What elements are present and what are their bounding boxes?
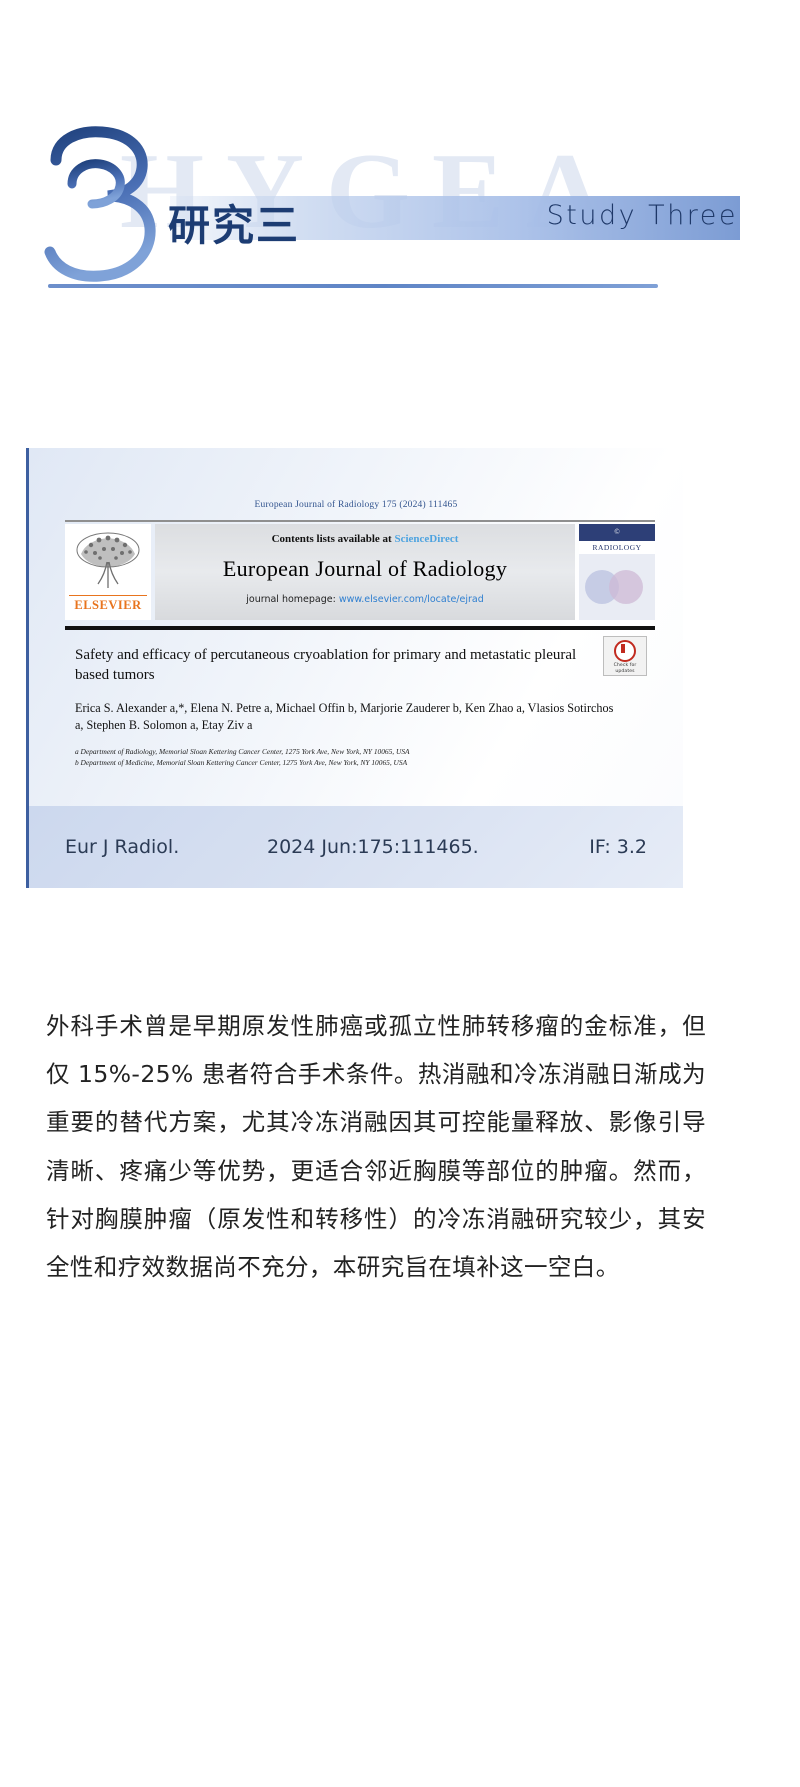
- contents-lists-line: Contents lists available at ScienceDirec…: [155, 533, 575, 545]
- section-number-3-graphic: [38, 126, 168, 286]
- cover-circle-right: [609, 570, 643, 604]
- paper-first-page: European Journal of Radiology 175 (2024)…: [29, 448, 683, 806]
- cover-title-band: RADIOLOGY: [579, 541, 655, 554]
- updates-badge-label: Check for updates: [613, 663, 637, 674]
- cover-artwork: [579, 554, 655, 620]
- citation-footer-bar: Eur J Radiol. 2024 Jun:175:111465. IF: 3…: [29, 806, 683, 888]
- masthead-bottom-rule: [65, 626, 655, 630]
- citation-issue: 2024 Jun:175:111465.: [267, 836, 479, 858]
- journal-title: European Journal of Radiology: [222, 556, 508, 581]
- journal-homepage-line: journal homepage: www.elsevier.com/locat…: [155, 594, 575, 605]
- article-authors: Erica S. Alexander a,*, Elena N. Petre a…: [75, 701, 614, 733]
- updates-marker-icon: [614, 640, 636, 662]
- homepage-url-link[interactable]: www.elsevier.com/locate/ejrad: [338, 594, 484, 605]
- masthead-center: Contents lists available at ScienceDirec…: [155, 524, 575, 620]
- article-title: Safety and efficacy of percutaneous cryo…: [75, 647, 577, 683]
- check-for-updates-badge[interactable]: Check for updates: [603, 636, 647, 676]
- affiliation-b: b Department of Medicine, Memorial Sloan…: [75, 758, 408, 768]
- page-title-cn: 研究三: [168, 201, 301, 250]
- journal-cover-thumbnail: © RADIOLOGY: [579, 524, 655, 620]
- citation-journal-abbrev: Eur J Radiol.: [65, 836, 180, 858]
- homepage-prefix: journal homepage:: [246, 594, 339, 605]
- elsevier-wordmark: ELSEVIER: [74, 598, 142, 612]
- journal-running-head: European Journal of Radiology 175 (2024)…: [254, 500, 458, 510]
- header-divider-rule: [48, 284, 658, 288]
- page-title-en: Study Three: [546, 200, 738, 231]
- paper-screenshot-card: European Journal of Radiology 175 (2024)…: [26, 448, 683, 888]
- summary-paragraph: 外科手术曾是早期原发性肺癌或孤立性肺转移瘤的金标准，但仅 15%-25% 患者符…: [46, 1012, 706, 1281]
- contents-lists-prefix: Contents lists available at: [271, 533, 395, 545]
- citation-impact-factor: IF: 3.2: [589, 836, 647, 858]
- elsevier-logo-rule: [69, 595, 147, 596]
- affiliation-a: a Department of Radiology, Memorial Sloa…: [75, 747, 410, 756]
- journal-masthead: ELSEVIER Contents lists available at Sci…: [65, 524, 655, 620]
- article-affiliations: a Department of Radiology, Memorial Sloa…: [75, 746, 620, 769]
- masthead-top-rule: [65, 520, 655, 522]
- sciencedirect-link[interactable]: ScienceDirect: [394, 533, 459, 545]
- page-header-banner: HYGEA 研究三 Study Three: [0, 120, 800, 310]
- cover-publisher-mark: ©: [579, 524, 655, 541]
- study-label-gradient-bar: [170, 196, 740, 240]
- elsevier-logo: ELSEVIER: [65, 524, 151, 620]
